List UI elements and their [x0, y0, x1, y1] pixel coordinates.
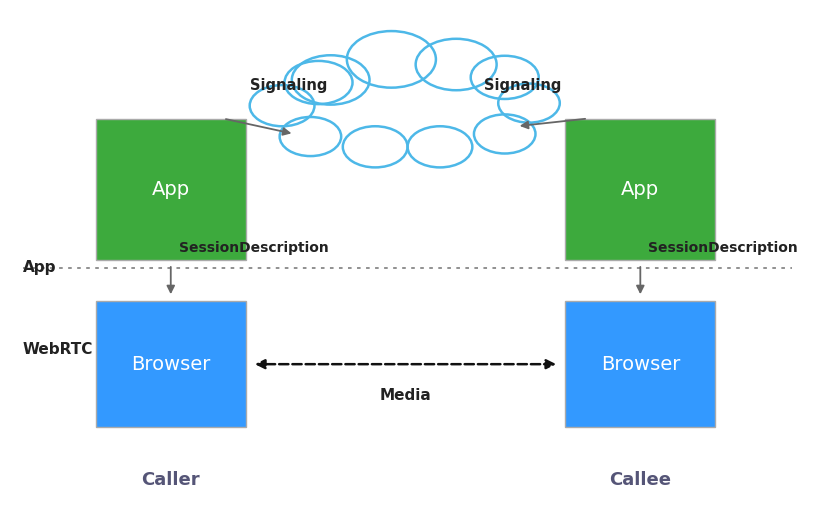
Circle shape: [249, 85, 314, 126]
Circle shape: [284, 61, 353, 104]
Circle shape: [498, 84, 560, 123]
Text: App: App: [621, 180, 660, 199]
Ellipse shape: [286, 71, 513, 138]
Circle shape: [343, 126, 408, 167]
Circle shape: [474, 114, 535, 153]
Text: WebRTC: WebRTC: [23, 342, 93, 357]
Text: Callee: Callee: [610, 471, 671, 489]
Text: Signaling: Signaling: [484, 77, 561, 93]
Circle shape: [279, 117, 341, 156]
Circle shape: [470, 56, 539, 99]
Text: Media: Media: [379, 387, 431, 402]
Text: Browser: Browser: [131, 355, 210, 374]
FancyBboxPatch shape: [565, 119, 716, 260]
Circle shape: [347, 31, 436, 88]
Text: SessionDescription: SessionDescription: [648, 241, 798, 255]
FancyBboxPatch shape: [565, 301, 716, 427]
FancyBboxPatch shape: [96, 301, 246, 427]
Circle shape: [408, 126, 472, 167]
Text: App: App: [152, 180, 190, 199]
Circle shape: [292, 55, 369, 105]
Text: SessionDescription: SessionDescription: [178, 241, 329, 255]
Text: App: App: [23, 260, 57, 275]
Text: Signaling: Signaling: [249, 77, 327, 93]
Text: Caller: Caller: [142, 471, 200, 489]
Text: Browser: Browser: [600, 355, 680, 374]
Circle shape: [415, 39, 496, 90]
FancyBboxPatch shape: [96, 119, 246, 260]
